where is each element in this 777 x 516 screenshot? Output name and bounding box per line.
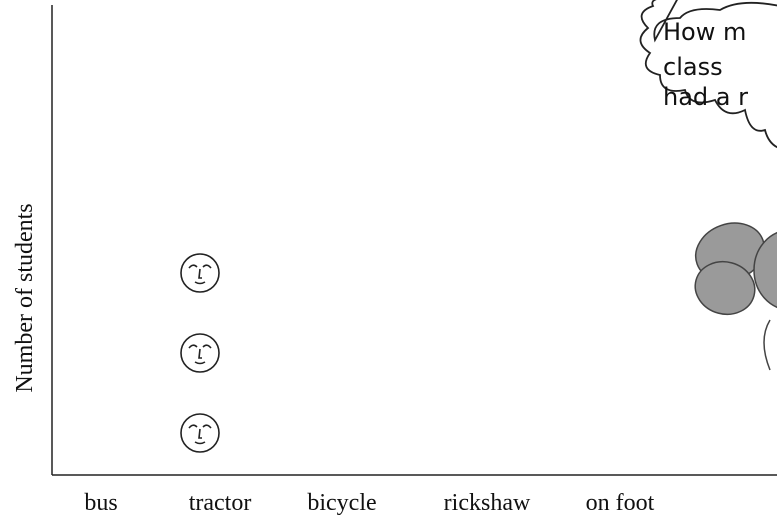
thought-cloud — [639, 0, 777, 149]
face-nose — [198, 428, 202, 439]
x-tick-label: rickshaw — [444, 490, 531, 516]
annotation: How m — [663, 18, 746, 46]
x-tick-label: bus — [84, 490, 117, 516]
face-outline — [180, 413, 220, 453]
face-eyes — [188, 424, 212, 429]
y-axis-label: Number of students — [12, 203, 38, 392]
decoration — [694, 222, 777, 371]
face-nose — [198, 348, 202, 359]
x-tick-label: on foot — [586, 490, 655, 516]
pictogram-face — [180, 413, 220, 453]
pictogram-face — [180, 333, 220, 373]
annotation: had a r — [663, 83, 748, 111]
x-tick-label: tractor — [189, 490, 252, 516]
face-mouth — [194, 361, 206, 365]
face-eyes — [188, 344, 212, 349]
face-mouth — [194, 281, 206, 285]
face-outline — [180, 333, 220, 373]
x-tick-label: bicycle — [307, 490, 376, 516]
face-outline — [180, 253, 220, 293]
face-eyes — [188, 264, 212, 269]
pictogram-face — [180, 253, 220, 293]
face-mouth — [194, 441, 206, 445]
annotation: class — [663, 53, 723, 81]
face-nose — [198, 268, 202, 279]
